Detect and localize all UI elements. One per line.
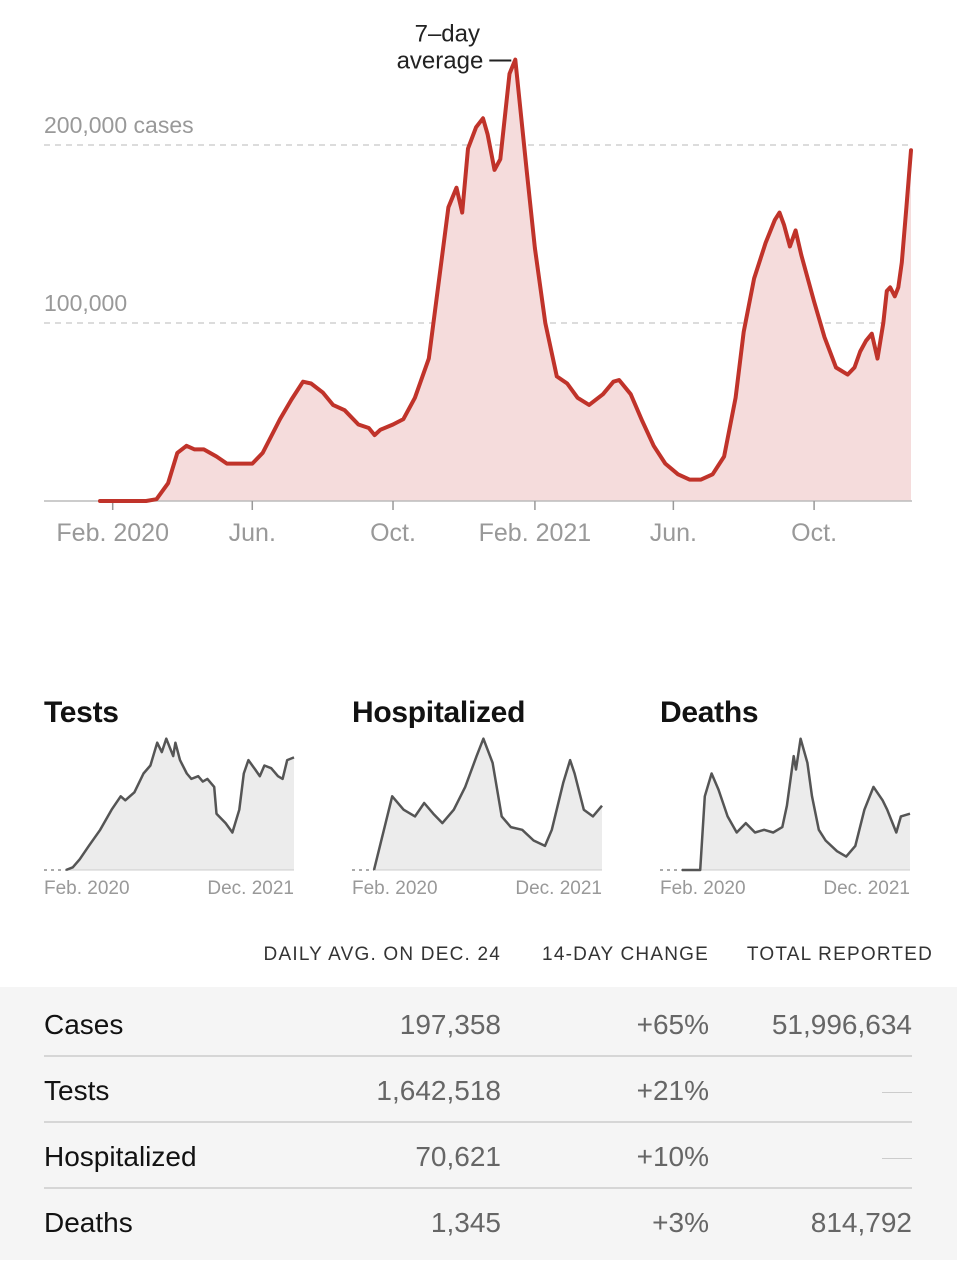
column-header-14-day-change: 14-DAY CHANGE [542,944,709,965]
table-cell: 51,996,634 [771,1009,912,1040]
table-cell: +3% [652,1207,709,1238]
deaths-sparkline: Feb. 2020 Dec. 2021 [660,737,911,897]
annotation-label-line-2: average [397,48,484,75]
tests-mini-chart: Tests Feb. 2020 Dec. 2021 [44,690,304,905]
tests-x-label-start: Feb. 2020 [44,878,130,897]
x-tick-label-3: Feb. 2021 [479,519,592,547]
cases-area [100,59,911,501]
tests-sparkline: Feb. 2020 Dec. 2021 [44,737,295,897]
hospitalized-line [372,737,603,871]
column-header-total-reported: TOTAL REPORTED [746,944,933,965]
table-cell: +21% [636,1075,709,1106]
x-tick-label-4: Jun. [650,519,697,547]
deaths-mini-chart: Deaths Feb. 2020 Dec. 2021 [660,690,920,905]
table-row: Hospitalized 70,621 +10% [44,1123,912,1189]
stats-table-header: DAILY AVG. ON DEC. 24 14-DAY CHANGE TOTA… [0,940,957,976]
x-tick-label-5: Oct. [791,519,837,547]
deaths-line [682,737,911,872]
cases-chart: 200,000 cases 100,000 Feb. 2020 Jun. Oct. Feb… [44,21,913,547]
table-row: Deaths 1,345 +3% 814,792 [44,1189,912,1255]
row-label: Deaths [44,1207,133,1238]
row-divider [44,1187,912,1189]
column-header-daily-avg: DAILY AVG. ON DEC. 24 [263,944,501,965]
x-tick-label-2: Oct. [370,519,416,547]
x-tick-label-1: Jun. [229,519,276,547]
row-divider [44,1055,912,1057]
deaths-area [682,738,910,870]
hospitalized-area [374,738,602,870]
table-cell: 197,358 [399,1009,501,1040]
hospitalized-chart-title: Hospitalized [352,696,526,729]
row-divider [44,1121,912,1123]
row-label: Hospitalized [44,1141,197,1172]
table-cell: 814,792 [810,1207,912,1238]
hospitalized-sparkline: Feb. 2020 Dec. 2021 [352,737,603,897]
tests-x-label-end: Dec. 2021 [207,878,294,897]
empty-value-dash [882,1158,912,1159]
row-label: Tests [44,1075,110,1106]
hospitalized-x-label-start: Feb. 2020 [352,878,438,897]
table-row: Cases 197,358 +65% 51,996,634 [44,991,912,1057]
deaths-x-label-end: Dec. 2021 [823,878,910,897]
hospitalized-mini-chart: Hospitalized Feb. 2020 Dec. 2021 [352,690,612,905]
annotation-label-line-1: 7–day [415,21,480,48]
table-row: Tests 1,642,518 +21% [44,1057,912,1123]
table-cell: 1,345 [430,1207,501,1238]
y-tick-label-1: 100,000 [44,290,127,316]
table-cell: 70,621 [415,1141,501,1172]
deaths-chart-title: Deaths [660,696,759,729]
y-tick-label-0: 200,000 cases [44,112,194,138]
cases-line [98,57,913,503]
x-tick-label-0: Feb. 2020 [56,519,169,547]
table-cell: +10% [636,1141,709,1172]
deaths-x-label-start: Feb. 2020 [660,878,746,897]
table-cell: +65% [636,1009,709,1040]
table-cell: 1,642,518 [376,1075,501,1106]
stats-table: Cases 197,358 +65% 51,996,634 Tests 1,642,518… [0,987,957,1260]
tests-area [66,738,294,870]
tests-line [65,737,295,872]
tests-chart-title: Tests [44,696,119,729]
row-label: Cases [44,1009,124,1040]
empty-value-dash [882,1092,912,1093]
hospitalized-x-label-end: Dec. 2021 [515,878,602,897]
